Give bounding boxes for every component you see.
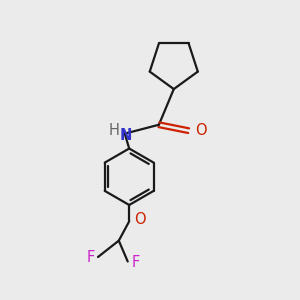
- Text: O: O: [195, 123, 207, 138]
- Text: H: H: [109, 123, 120, 138]
- Text: O: O: [134, 212, 146, 227]
- Text: N: N: [120, 128, 132, 143]
- Text: F: F: [86, 250, 94, 265]
- Text: F: F: [131, 255, 140, 270]
